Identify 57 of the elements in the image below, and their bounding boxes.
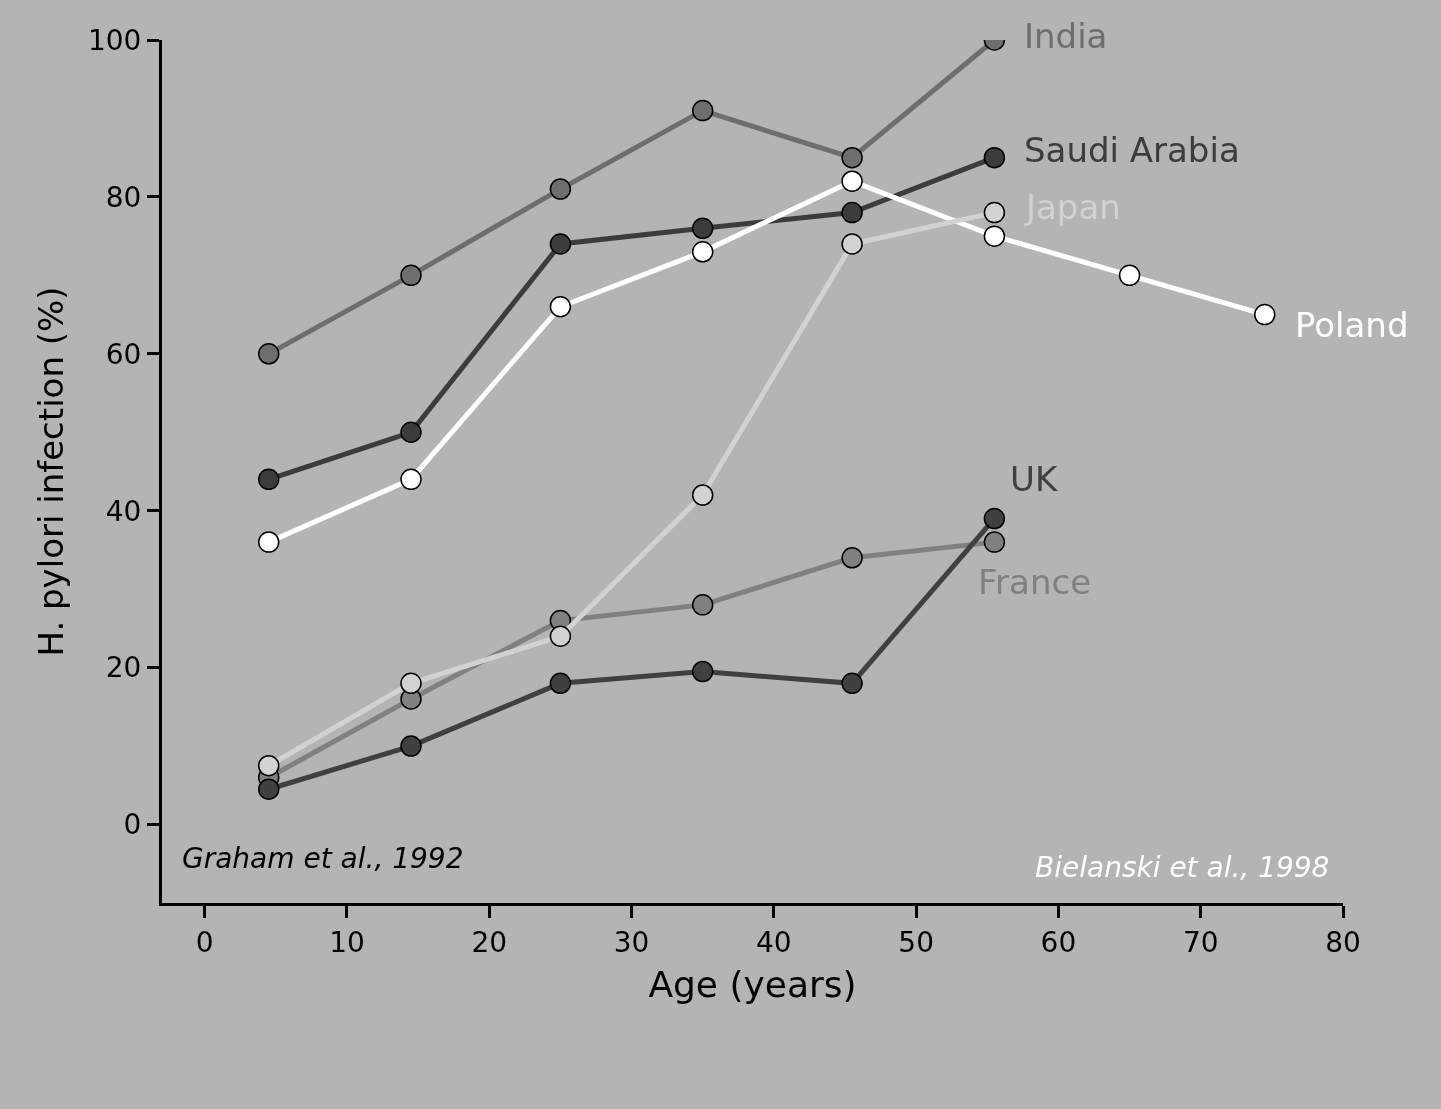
point [983, 507, 1006, 530]
x-tick-label: 40 [756, 925, 792, 959]
y-tick-label: 60 [105, 337, 142, 371]
point [400, 264, 422, 287]
point [257, 343, 280, 365]
point [549, 296, 572, 318]
y-axis-title: H. pylori infection (%) [30, 286, 71, 657]
y-tick-label: 100 [87, 23, 142, 57]
annotation: Bielanski et al., 1998 [1035, 851, 1330, 884]
point [257, 754, 280, 777]
point [691, 99, 714, 122]
point [841, 547, 863, 569]
point [691, 594, 714, 616]
point [691, 241, 714, 263]
x-tick-label: 60 [1040, 925, 1077, 959]
point [400, 421, 422, 444]
y-tick-label: 0 [123, 808, 142, 842]
point [691, 484, 714, 506]
point [983, 201, 1006, 224]
x-tick-label: 0 [195, 925, 214, 959]
point [691, 660, 714, 683]
series-label: Saudi Arabia [1024, 130, 1240, 170]
y-tick-label: 20 [105, 651, 142, 685]
x-tick-label: 80 [1325, 925, 1361, 959]
point [549, 233, 572, 255]
point [400, 672, 422, 695]
point [400, 468, 422, 491]
point [841, 672, 863, 695]
point [841, 233, 863, 255]
x-tick-label: 70 [1182, 925, 1219, 959]
point [691, 217, 714, 240]
point [841, 201, 863, 224]
series-label: Poland [1295, 305, 1409, 345]
x-tick-label: 30 [613, 925, 650, 959]
point [983, 146, 1006, 169]
point [549, 672, 572, 695]
series-label: India [1024, 16, 1108, 56]
point [549, 625, 572, 647]
point [841, 170, 863, 192]
point [400, 735, 422, 757]
x-tick-label: 20 [471, 925, 508, 959]
series-label: UK [1010, 459, 1059, 499]
y-tick-label: 40 [105, 494, 142, 528]
point [841, 146, 863, 169]
point [257, 778, 280, 800]
point [549, 178, 572, 200]
point [257, 468, 280, 491]
x-axis-title: Age (years) [648, 964, 857, 1006]
point [983, 225, 1006, 247]
x-tick-label: 50 [898, 925, 934, 959]
point [1254, 303, 1276, 326]
point [257, 531, 280, 553]
point [983, 531, 1006, 553]
y-tick-label: 80 [105, 180, 142, 214]
x-tick-label: 10 [329, 925, 365, 959]
annotation: Graham et al., 1992 [182, 842, 464, 875]
point [1118, 264, 1141, 287]
